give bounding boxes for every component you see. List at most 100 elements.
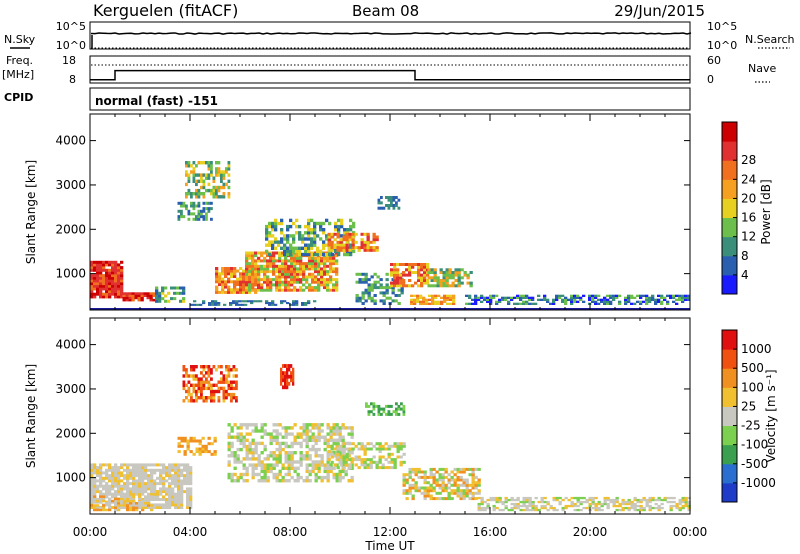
range-cell <box>117 490 121 494</box>
range-cell <box>332 286 336 290</box>
range-cell <box>684 294 688 297</box>
range-cell <box>573 296 577 299</box>
range-cell <box>239 280 243 284</box>
range-cell <box>440 300 444 303</box>
range-cell <box>336 450 340 454</box>
range-cell <box>630 506 634 510</box>
range-cell <box>248 457 252 461</box>
range-cell <box>117 263 121 267</box>
range-cell <box>399 447 403 451</box>
range-cell <box>227 472 231 477</box>
range-cell <box>384 466 388 470</box>
range-cell <box>90 487 94 491</box>
range-cell <box>120 490 124 494</box>
range-cell <box>99 282 103 286</box>
range-cell <box>99 482 103 486</box>
range-cell <box>311 278 315 282</box>
range-cell <box>486 506 490 510</box>
range-cell <box>358 272 362 276</box>
range-cell <box>431 300 435 303</box>
range-cell <box>278 460 282 464</box>
range-cell <box>326 280 330 284</box>
range-cell <box>618 502 622 506</box>
range-cell <box>224 275 228 278</box>
range-cell <box>576 504 580 508</box>
range-cell <box>360 246 364 250</box>
range-cell <box>384 442 388 446</box>
range-cell <box>687 294 691 297</box>
range-cell <box>275 435 279 439</box>
range-cell <box>402 284 406 288</box>
range-cell <box>367 283 371 287</box>
range-cell <box>150 504 154 507</box>
range-cell <box>138 482 142 486</box>
range-cell <box>271 300 275 303</box>
range-cell <box>239 267 243 270</box>
range-cell <box>308 435 312 439</box>
range-cell <box>114 484 118 488</box>
range-cell <box>205 201 208 205</box>
range-cell <box>513 498 517 502</box>
range-cell <box>272 457 276 461</box>
range-cell <box>591 298 595 301</box>
range-cell <box>465 481 469 485</box>
range-cell <box>93 508 97 512</box>
range-cell <box>684 496 688 500</box>
freq-left-tick-high: 18 <box>62 54 76 67</box>
range-cell <box>221 280 225 284</box>
range-cell <box>296 466 300 470</box>
range-cell <box>159 482 163 486</box>
range-cell <box>187 173 191 177</box>
range-cell <box>117 279 121 283</box>
range-cell <box>197 383 201 387</box>
range-cell <box>210 173 213 177</box>
range-cell <box>185 371 188 375</box>
range-cell <box>687 504 691 508</box>
range-cell <box>220 176 223 180</box>
range-cell <box>466 273 470 277</box>
range-cell <box>108 295 112 299</box>
range-cell <box>278 451 282 455</box>
range-cell <box>335 270 339 274</box>
range-cell <box>330 240 334 244</box>
range-cell <box>132 495 136 499</box>
range-cell <box>155 291 159 295</box>
range-cell <box>660 502 664 506</box>
range-cell <box>90 290 94 293</box>
range-cell <box>263 288 267 292</box>
range-cell <box>314 262 318 266</box>
time-tick-label: 00:00 <box>73 525 108 539</box>
range-cell <box>328 221 332 226</box>
range-cell <box>301 246 305 250</box>
range-cell <box>326 441 330 446</box>
range-cell <box>269 278 273 282</box>
range-cell <box>117 466 121 470</box>
range-cell <box>137 294 141 297</box>
range-cell <box>153 492 157 496</box>
range-cell <box>212 399 216 403</box>
range-cell <box>222 182 226 187</box>
range-cell <box>99 274 103 278</box>
range-cell <box>365 404 368 408</box>
range-cell <box>648 504 652 508</box>
range-cell <box>204 444 208 448</box>
range-cell <box>345 452 349 456</box>
range-cell <box>594 300 598 303</box>
range-cell <box>624 506 628 510</box>
range-cell <box>336 232 340 236</box>
range-cell <box>377 407 381 411</box>
range-cell <box>283 234 287 238</box>
range-cell <box>326 288 330 292</box>
range-cell <box>215 161 218 165</box>
range-cell <box>366 232 370 236</box>
range-cell <box>364 275 368 279</box>
station-title: Kerguelen (fitACF) <box>93 1 238 20</box>
range-cell <box>341 463 345 467</box>
range-cell <box>329 288 333 292</box>
range-cell <box>131 292 135 295</box>
range-cell <box>438 483 442 487</box>
range-cell <box>423 271 427 274</box>
range-cell <box>248 283 252 287</box>
range-cell <box>266 286 270 290</box>
range-cell <box>192 170 196 174</box>
